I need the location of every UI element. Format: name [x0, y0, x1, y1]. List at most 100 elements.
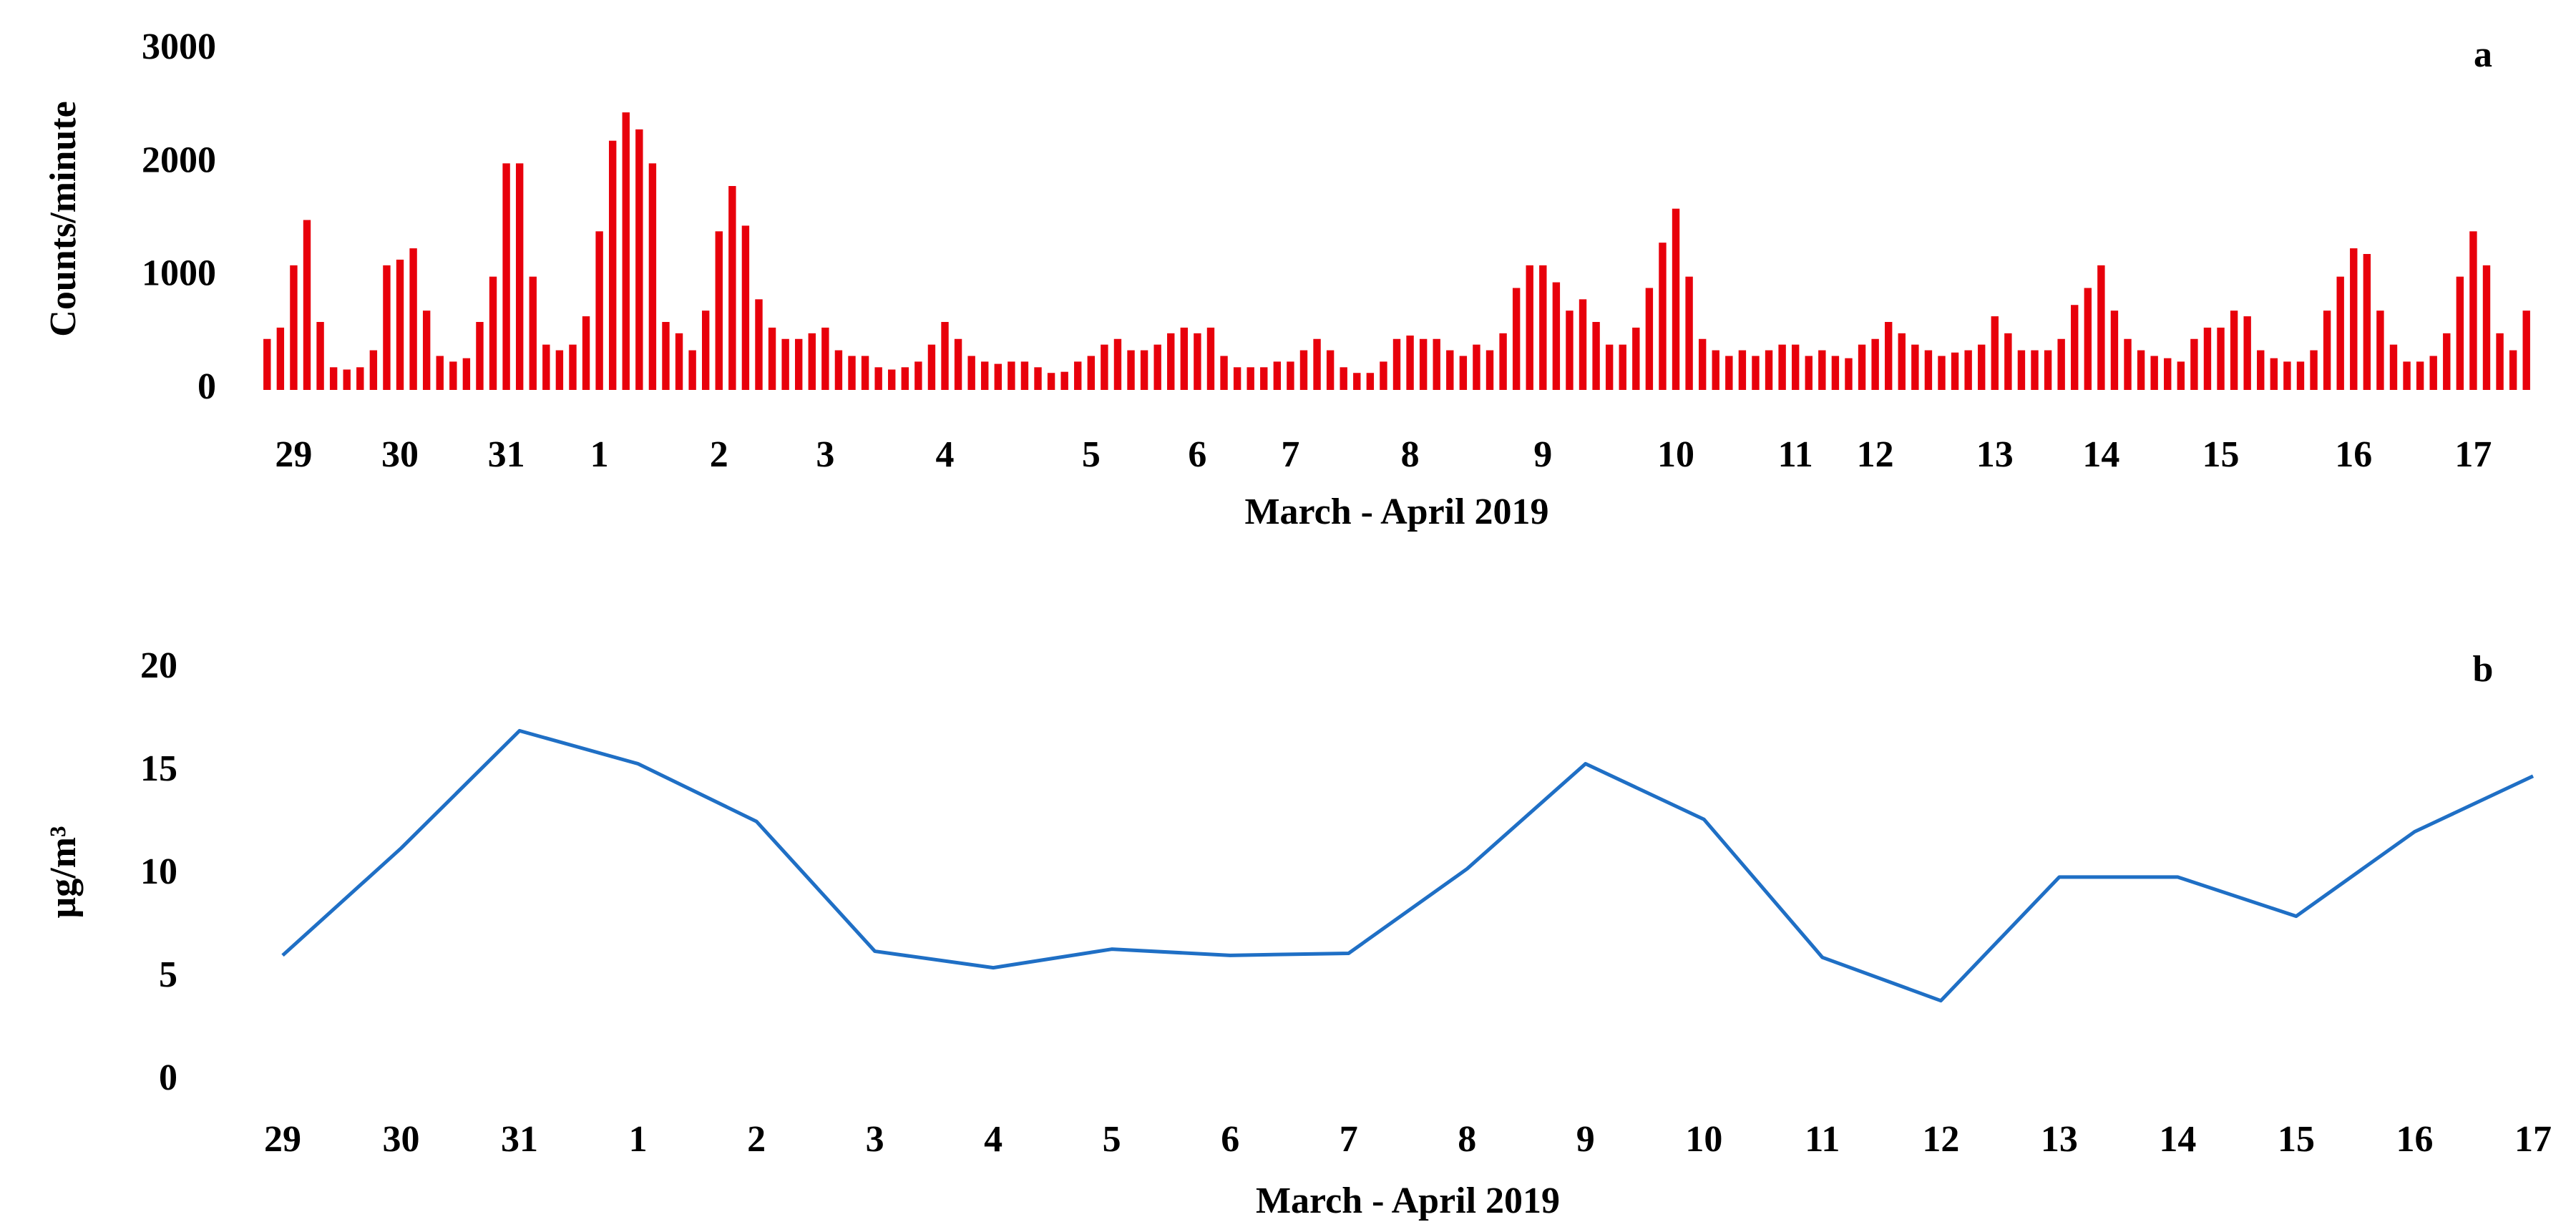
- bar: [1206, 327, 1215, 390]
- x-tick-label: 15: [2278, 1119, 2315, 1160]
- bar: [741, 225, 750, 390]
- bar: [688, 350, 696, 390]
- bar: [1712, 350, 1719, 390]
- x-tick-label: 16: [2335, 434, 2372, 475]
- x-tick-label: 15: [2202, 434, 2240, 475]
- y-tick-label: 10: [140, 851, 177, 892]
- y-tick-label: 0: [197, 366, 216, 407]
- x-tick-label: 4: [936, 434, 955, 475]
- bar: [1167, 333, 1175, 390]
- panel-label: a: [2474, 34, 2492, 75]
- bar: [808, 333, 816, 390]
- bar: [635, 129, 643, 391]
- bar: [1353, 373, 1361, 390]
- bar: [2110, 311, 2119, 390]
- y-tick-label: 2000: [142, 140, 216, 180]
- y-axis-label: Counts/minute: [43, 101, 84, 336]
- bar: [263, 338, 271, 390]
- bar: [715, 231, 723, 390]
- bar: [2270, 358, 2278, 390]
- bar: [1845, 358, 1853, 390]
- bar: [1273, 361, 1282, 390]
- bar: [967, 356, 975, 390]
- bar: [449, 361, 457, 390]
- bar: [1485, 350, 1494, 390]
- bar: [2389, 344, 2398, 390]
- bar: [1526, 265, 1533, 390]
- bar: [1951, 352, 1959, 390]
- bar: [1911, 344, 1919, 390]
- x-tick-label: 5: [1103, 1119, 1121, 1160]
- bar: [1619, 344, 1626, 390]
- bar: [2230, 311, 2238, 390]
- bar: [1645, 288, 1654, 390]
- bar: [1632, 327, 1640, 390]
- bar: [1113, 338, 1122, 390]
- bar: [2443, 333, 2451, 390]
- bar: [383, 265, 391, 390]
- bar: [502, 163, 510, 391]
- bar: [422, 311, 431, 390]
- bar: [2057, 338, 2065, 390]
- x-tick-label: 6: [1188, 434, 1206, 475]
- bar: [874, 367, 882, 390]
- x-tick-label: 5: [1082, 434, 1101, 475]
- y-tick-label: 5: [159, 954, 177, 995]
- bar: [901, 367, 909, 390]
- x-tick-label: 8: [1458, 1119, 1476, 1160]
- bar: [329, 367, 338, 390]
- x-tick-label: 10: [1657, 434, 1694, 475]
- bar: [2017, 350, 2026, 390]
- bar: [316, 322, 324, 390]
- x-tick-label: 30: [383, 1119, 420, 1160]
- bar: [1220, 356, 1228, 390]
- x-tick-label: 31: [488, 434, 525, 475]
- x-tick-label: 16: [2396, 1119, 2433, 1160]
- bar: [2150, 356, 2158, 390]
- bar: [834, 350, 843, 390]
- bar: [1287, 361, 1294, 390]
- x-tick-label: 8: [1401, 434, 1420, 475]
- bar: [2257, 350, 2265, 390]
- bar: [1672, 208, 1680, 390]
- chart: 0 1000 2000 3000 a Counts/minute March - April…: [43, 26, 2530, 532]
- bar: [1938, 356, 1946, 390]
- bar: [1898, 333, 1906, 390]
- x-tick-label: 11: [1778, 434, 1813, 475]
- bar: [768, 327, 776, 390]
- bar: [2416, 361, 2424, 390]
- bar: [1791, 344, 1800, 390]
- bar: [781, 338, 789, 390]
- bar: [462, 358, 471, 390]
- bar: [1765, 350, 1773, 390]
- bar: [1592, 322, 1600, 390]
- bar: [994, 363, 1002, 390]
- bar: [1752, 356, 1760, 390]
- x-tick-label: 13: [2041, 1119, 2078, 1160]
- bar: [436, 356, 444, 390]
- bar: [2376, 311, 2384, 390]
- bar: [1446, 350, 1454, 390]
- bar: [954, 338, 962, 390]
- x-tick-label: 10: [1685, 1119, 1722, 1160]
- bar: [1313, 338, 1321, 390]
- bar: [2509, 350, 2517, 390]
- bar: [356, 367, 364, 390]
- bar: [1991, 316, 1999, 390]
- bar: [1512, 288, 1521, 390]
- x-tick-label: 9: [1533, 434, 1552, 475]
- x-tick-label: 4: [984, 1119, 1002, 1160]
- bar: [1778, 344, 1786, 390]
- y-tick-label: 0: [159, 1057, 177, 1098]
- bar: [1659, 243, 1667, 390]
- bar: [569, 344, 577, 390]
- bar: [1101, 344, 1108, 390]
- bar: [1047, 373, 1055, 390]
- bar: [1964, 350, 1972, 390]
- bar: [1020, 361, 1029, 390]
- bar: [489, 276, 497, 390]
- bar: [542, 344, 550, 390]
- bar: [675, 333, 683, 390]
